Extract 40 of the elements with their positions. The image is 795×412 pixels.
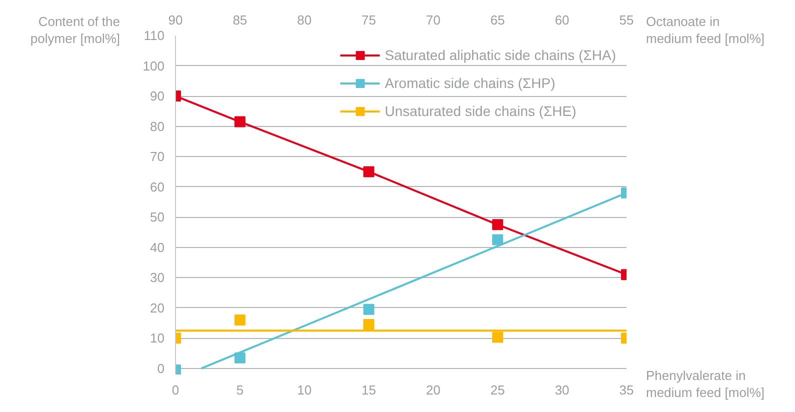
y-tick-label: 60: [150, 179, 165, 194]
x-axis-title: Phenylvalerate in medium feed [mol%]: [646, 368, 764, 402]
y-tick-label: 50: [150, 210, 165, 225]
point: [363, 304, 374, 315]
point: [492, 234, 504, 246]
y-tick-label: 100: [142, 58, 165, 74]
y-tick-label: 110: [144, 28, 165, 43]
y-tick-label: 10: [150, 330, 165, 346]
x2-axis-title: Octanoate in medium feed [mol%]: [646, 14, 764, 48]
x2-tick-label: 80: [297, 12, 312, 28]
x2-tick-label: 70: [426, 12, 440, 28]
x2-tick-label: 85: [232, 12, 248, 28]
y-tick-label: 40: [150, 240, 165, 255]
x2-tick-label: 90: [168, 12, 183, 28]
point: [492, 219, 504, 230]
x2-tick-label: 55: [619, 12, 634, 28]
y-tick-label: 20: [150, 300, 165, 316]
x-tick-label: 25: [490, 382, 505, 398]
legend-label: Aromatic side chains (ΣHP): [384, 75, 556, 91]
y-tick-label: 90: [150, 88, 165, 104]
x-tick-label: 10: [297, 382, 312, 398]
x2-tick-label: 65: [490, 12, 505, 28]
y-tick-label: 70: [150, 149, 165, 164]
point: [492, 332, 504, 343]
x-tick-label: 30: [554, 382, 570, 398]
legend-label: Unsaturated side chains (ΣHE): [384, 103, 576, 119]
y-axis-title: Content of the polymer [mol%]: [30, 14, 120, 48]
x2-tick-label: 75: [362, 12, 376, 28]
x-tick-label: 35: [619, 382, 634, 398]
y-tick-label: 80: [150, 118, 165, 134]
legend-label: Saturated aliphatic side chains (ΣHA): [384, 47, 616, 63]
x2-tick-label: 60: [554, 12, 570, 28]
point: [363, 166, 374, 178]
y-tick-label: 30: [150, 270, 165, 286]
x-tick-label: 0: [172, 382, 180, 398]
x-tick-label: 20: [426, 382, 440, 398]
point: [363, 319, 374, 330]
y-tick-label: 0: [157, 360, 165, 376]
x-tick-label: 15: [362, 382, 376, 398]
x-tick-label: 5: [236, 382, 244, 398]
